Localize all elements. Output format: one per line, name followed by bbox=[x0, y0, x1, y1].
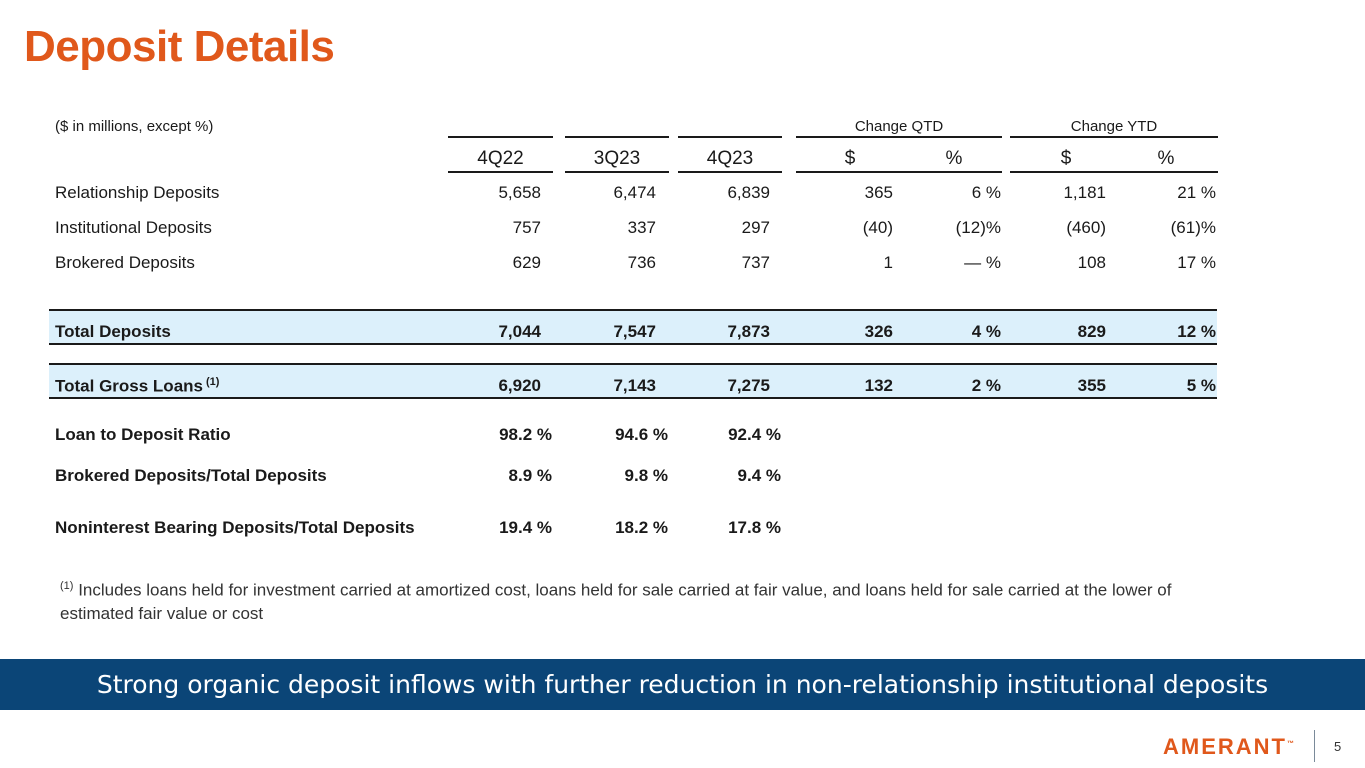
cell-value: 6 % bbox=[971, 183, 1001, 202]
ratio-value: 9.4 % bbox=[737, 466, 781, 485]
cell-value: 17 % bbox=[1177, 253, 1216, 272]
cell-value: 829 bbox=[1077, 322, 1106, 341]
cell-value: 5,658 bbox=[498, 183, 541, 202]
total-deposits-band bbox=[49, 309, 1217, 345]
amerant-logo: AMERANT™ bbox=[1163, 734, 1294, 760]
header-rule bbox=[1010, 136, 1218, 138]
cell-value: 7,873 bbox=[727, 322, 770, 341]
cell-value: 737 bbox=[741, 253, 770, 272]
ratio-value: 17.8 % bbox=[728, 518, 781, 537]
page-number: 5 bbox=[1334, 739, 1342, 754]
cell-value: 6,474 bbox=[613, 183, 656, 202]
cell-value: 7,547 bbox=[613, 322, 656, 341]
cell-value: 326 bbox=[864, 322, 893, 341]
col-header-3q23: 3Q23 bbox=[593, 148, 641, 169]
row-label-text: Institutional Deposits bbox=[55, 218, 212, 237]
cell-value: (61)% bbox=[1170, 218, 1216, 237]
header-rule bbox=[1010, 171, 1218, 173]
ratio-label: Loan to Deposit Ratio bbox=[55, 425, 231, 444]
page-title: Deposit Details bbox=[24, 22, 335, 71]
cell-value: 7,275 bbox=[727, 376, 770, 395]
row-label: Relationship Deposits bbox=[55, 183, 219, 203]
cell-value: — % bbox=[964, 253, 1001, 272]
row-label-text: Brokered Deposits bbox=[55, 253, 195, 272]
total-loans-band bbox=[49, 363, 1217, 399]
cell-value: (40) bbox=[862, 218, 893, 237]
cell-value: 4 % bbox=[971, 322, 1001, 341]
cell-value: 757 bbox=[512, 218, 541, 237]
col-header-ytd-pct: % bbox=[1157, 148, 1175, 169]
row-label-text: Total Deposits bbox=[55, 322, 171, 341]
cell-value: 355 bbox=[1077, 376, 1106, 395]
change-ytd-header: Change YTD bbox=[1070, 118, 1158, 135]
cell-value: (460) bbox=[1066, 218, 1106, 237]
cell-value: 365 bbox=[864, 183, 893, 202]
ratio-value: 18.2 % bbox=[615, 518, 668, 537]
footnote-text: Includes loans held for investment carri… bbox=[60, 580, 1172, 623]
cell-value: 297 bbox=[741, 218, 770, 237]
header-rule bbox=[448, 171, 553, 173]
summary-banner: Strong organic deposit inflows with furt… bbox=[0, 659, 1365, 710]
cell-value: 736 bbox=[627, 253, 656, 272]
cell-value: 6,839 bbox=[727, 183, 770, 202]
cell-value: (12)% bbox=[955, 218, 1001, 237]
cell-value: 21 % bbox=[1177, 183, 1216, 202]
cell-value: 1,181 bbox=[1063, 183, 1106, 202]
cell-value: 337 bbox=[627, 218, 656, 237]
header-rule bbox=[565, 136, 669, 138]
footer-divider bbox=[1314, 730, 1315, 762]
ratio-label: Noninterest Bearing Deposits/Total Depos… bbox=[55, 518, 415, 537]
header-rule bbox=[565, 171, 669, 173]
row-label-text: Relationship Deposits bbox=[55, 183, 220, 202]
row-label: Institutional Deposits bbox=[55, 218, 212, 238]
header-rule bbox=[678, 136, 782, 138]
col-header-4q22: 4Q22 bbox=[477, 148, 524, 169]
col-header-4q23: 4Q23 bbox=[706, 148, 754, 169]
cell-value: 7,143 bbox=[613, 376, 656, 395]
col-header-ytd-dollar: $ bbox=[1060, 148, 1072, 169]
cell-value: 5 % bbox=[1186, 376, 1216, 395]
logo-text: AMERANT bbox=[1163, 734, 1287, 759]
footnote: (1) Includes loans held for investment c… bbox=[60, 575, 1220, 625]
ratio-value: 98.2 % bbox=[499, 425, 552, 444]
row-label: Total Gross Loans (1) bbox=[55, 376, 219, 397]
header-rule bbox=[448, 136, 553, 138]
ratio-value: 9.8 % bbox=[624, 466, 668, 485]
ratio-value: 94.6 % bbox=[615, 425, 668, 444]
ratio-label: Brokered Deposits/Total Deposits bbox=[55, 466, 327, 485]
col-header-qtd-pct: % bbox=[945, 148, 963, 169]
col-header-qtd-dollar: $ bbox=[844, 148, 856, 169]
row-label: Total Deposits bbox=[55, 322, 171, 342]
cell-value: 132 bbox=[864, 376, 893, 395]
cell-value: 12 % bbox=[1177, 322, 1216, 341]
ratio-value: 92.4 % bbox=[728, 425, 781, 444]
header-rule bbox=[796, 136, 1002, 138]
cell-value: 7,044 bbox=[498, 322, 541, 341]
row-label: Brokered Deposits bbox=[55, 253, 195, 273]
units-note: ($ in millions, except %) bbox=[55, 118, 214, 135]
ratio-value: 19.4 % bbox=[499, 518, 552, 537]
logo-tm: ™ bbox=[1287, 740, 1294, 748]
ratio-value: 8.9 % bbox=[508, 466, 552, 485]
footnote-marker: (1) bbox=[60, 580, 74, 592]
row-label-text: Total Gross Loans bbox=[55, 376, 203, 396]
cell-value: 108 bbox=[1077, 253, 1106, 272]
footnote-ref: (1) bbox=[206, 376, 220, 388]
cell-value: 2 % bbox=[971, 376, 1001, 395]
cell-value: 1 bbox=[883, 253, 893, 272]
cell-value: 629 bbox=[512, 253, 541, 272]
change-qtd-header: Change QTD bbox=[854, 118, 944, 135]
header-rule bbox=[796, 171, 1002, 173]
header-rule bbox=[678, 171, 782, 173]
cell-value: 6,920 bbox=[498, 376, 541, 395]
